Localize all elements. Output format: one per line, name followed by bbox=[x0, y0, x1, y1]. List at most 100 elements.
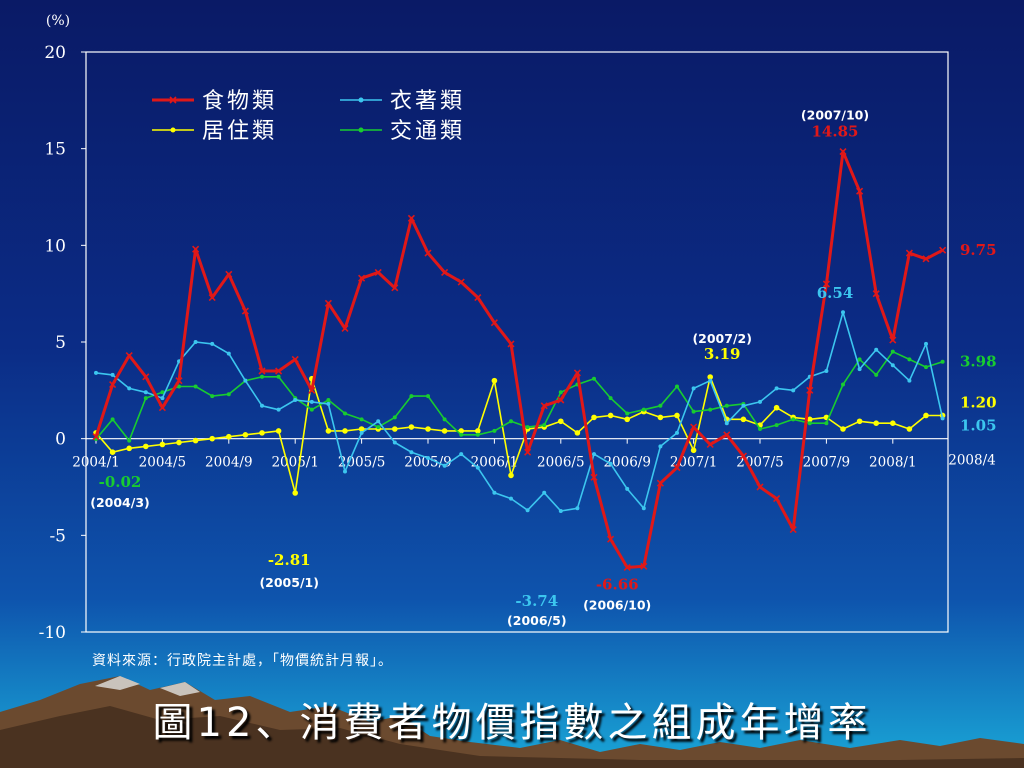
data-point bbox=[841, 382, 845, 387]
data-point bbox=[724, 403, 729, 408]
x-tick-label: 2007/9 bbox=[803, 455, 851, 471]
data-point bbox=[824, 421, 829, 426]
data-point bbox=[889, 336, 897, 344]
data-point bbox=[343, 469, 347, 474]
data-point bbox=[491, 377, 498, 384]
y-tick-label: 0 bbox=[55, 430, 66, 450]
data-point bbox=[159, 441, 166, 448]
x-tick-label: 2006/9 bbox=[603, 455, 651, 471]
data-point bbox=[691, 386, 696, 391]
y-tick-label: -5 bbox=[49, 526, 66, 546]
data-point bbox=[475, 465, 480, 470]
data-point bbox=[789, 525, 797, 534]
data-point bbox=[342, 428, 348, 434]
data-point bbox=[193, 340, 198, 344]
data-point bbox=[542, 490, 547, 495]
data-point bbox=[258, 367, 266, 375]
data-point bbox=[890, 420, 896, 427]
data-point bbox=[309, 399, 314, 404]
data-point bbox=[143, 396, 148, 401]
data-point bbox=[625, 411, 630, 416]
data-point bbox=[391, 284, 399, 292]
data-point bbox=[508, 472, 514, 479]
data-point bbox=[276, 407, 281, 412]
data-point bbox=[824, 369, 829, 373]
end-value-label: 1.20 bbox=[960, 393, 997, 411]
mountain-decoration bbox=[0, 676, 1024, 768]
x-tick-label: 2008/1 bbox=[869, 455, 917, 471]
data-point bbox=[407, 214, 415, 222]
data-point bbox=[674, 412, 680, 419]
data-point bbox=[241, 307, 249, 315]
data-point bbox=[592, 376, 596, 381]
data-point bbox=[142, 373, 150, 381]
data-point bbox=[906, 426, 913, 432]
annotation-value: -3.74 bbox=[515, 592, 558, 610]
data-point bbox=[160, 396, 165, 401]
data-point bbox=[623, 563, 631, 571]
data-point bbox=[110, 417, 115, 422]
data-point bbox=[509, 419, 513, 424]
data-point bbox=[690, 423, 698, 431]
data-point bbox=[741, 403, 746, 408]
data-point bbox=[424, 249, 432, 257]
data-point bbox=[641, 407, 646, 412]
data-point bbox=[242, 432, 249, 438]
data-point bbox=[341, 324, 349, 333]
data-point bbox=[857, 367, 862, 372]
data-point bbox=[226, 392, 231, 397]
data-point bbox=[343, 411, 347, 416]
data-point bbox=[873, 420, 879, 427]
data-point bbox=[292, 490, 299, 496]
data-point bbox=[940, 359, 945, 364]
data-point bbox=[905, 249, 913, 257]
data-point bbox=[475, 432, 480, 437]
data-point bbox=[939, 246, 947, 254]
data-point bbox=[690, 447, 697, 454]
data-point bbox=[756, 483, 764, 491]
data-point bbox=[324, 299, 332, 307]
data-point bbox=[907, 357, 912, 362]
data-point bbox=[210, 341, 215, 346]
data-point bbox=[874, 347, 879, 352]
data-point bbox=[591, 414, 597, 421]
x-tick-label: 2005/9 bbox=[404, 455, 452, 471]
series-line-1 bbox=[95, 311, 944, 512]
data-point bbox=[359, 430, 364, 435]
data-point bbox=[691, 409, 696, 414]
data-point bbox=[376, 425, 381, 430]
data-point bbox=[442, 463, 447, 468]
end-value-label: 9.75 bbox=[960, 241, 997, 259]
annotation-value: 3.19 bbox=[704, 345, 741, 363]
data-point bbox=[707, 374, 713, 380]
data-point bbox=[291, 355, 299, 363]
end-value-label: 3.98 bbox=[960, 353, 997, 371]
data-point bbox=[226, 433, 232, 440]
data-point bbox=[293, 398, 298, 402]
data-point bbox=[441, 428, 448, 434]
data-point bbox=[822, 280, 830, 288]
legend-label: 衣著類 bbox=[390, 89, 465, 114]
data-point bbox=[458, 428, 465, 434]
data-point bbox=[656, 479, 664, 487]
data-point bbox=[907, 378, 912, 383]
data-point bbox=[608, 461, 613, 466]
data-point bbox=[275, 367, 283, 375]
data-point bbox=[309, 407, 314, 412]
data-point bbox=[924, 365, 928, 370]
data-point bbox=[475, 428, 481, 434]
data-point bbox=[260, 374, 264, 379]
data-point bbox=[641, 506, 646, 511]
y-tick-label: 20 bbox=[44, 43, 66, 63]
data-point bbox=[624, 416, 630, 423]
data-point bbox=[607, 412, 614, 419]
data-point bbox=[260, 403, 264, 408]
y-tick-label: -10 bbox=[39, 623, 66, 643]
data-point bbox=[409, 450, 414, 455]
annotation-date: (2004/3) bbox=[90, 495, 149, 510]
data-point bbox=[326, 401, 331, 406]
data-point bbox=[806, 386, 814, 394]
data-point bbox=[325, 428, 332, 434]
